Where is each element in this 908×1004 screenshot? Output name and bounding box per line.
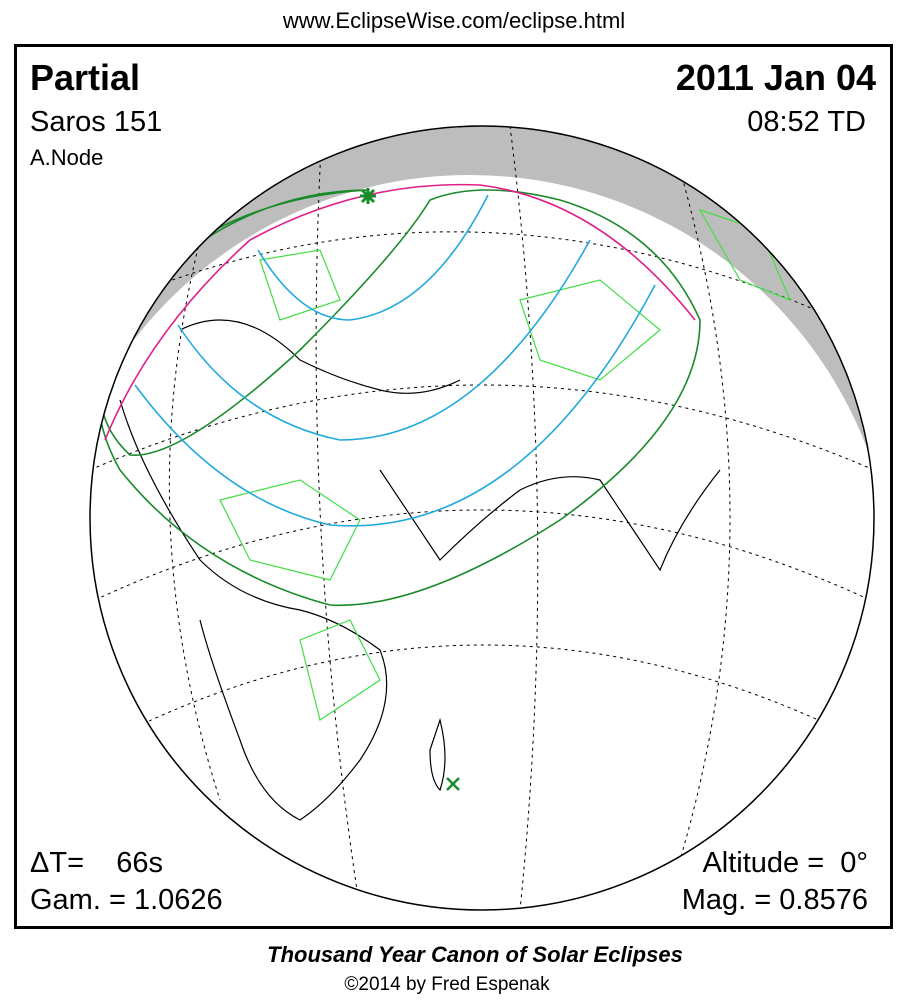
globe <box>90 126 874 910</box>
magnitude-curves <box>134 194 656 527</box>
eclipse-type: Partial <box>30 57 140 98</box>
magnitude: Mag. = 0.8576 <box>682 884 868 916</box>
gamma: Gam. = 1.0626 <box>30 884 223 916</box>
altitude: Altitude = 0° <box>702 847 868 879</box>
footer-title: Thousand Year Canon of Solar Eclipses <box>267 942 683 967</box>
date: 2011 Jan 04 <box>676 57 876 98</box>
sub-solar-point <box>446 777 460 791</box>
borders <box>219 208 792 721</box>
greatest-eclipse <box>360 188 376 204</box>
node: A.Node <box>30 145 103 170</box>
delta-t: ΔT= 66s <box>30 847 163 879</box>
url: www.EclipseWise.com/eclipse.html <box>282 8 625 33</box>
saros: Saros 151 <box>30 106 162 138</box>
footer-credit: ©2014 by Fred Espenak <box>344 974 550 995</box>
time: 08:52 TD <box>747 106 866 138</box>
globe-outline <box>89 125 875 911</box>
coastlines <box>119 319 721 821</box>
eclipse-limits <box>96 189 701 607</box>
